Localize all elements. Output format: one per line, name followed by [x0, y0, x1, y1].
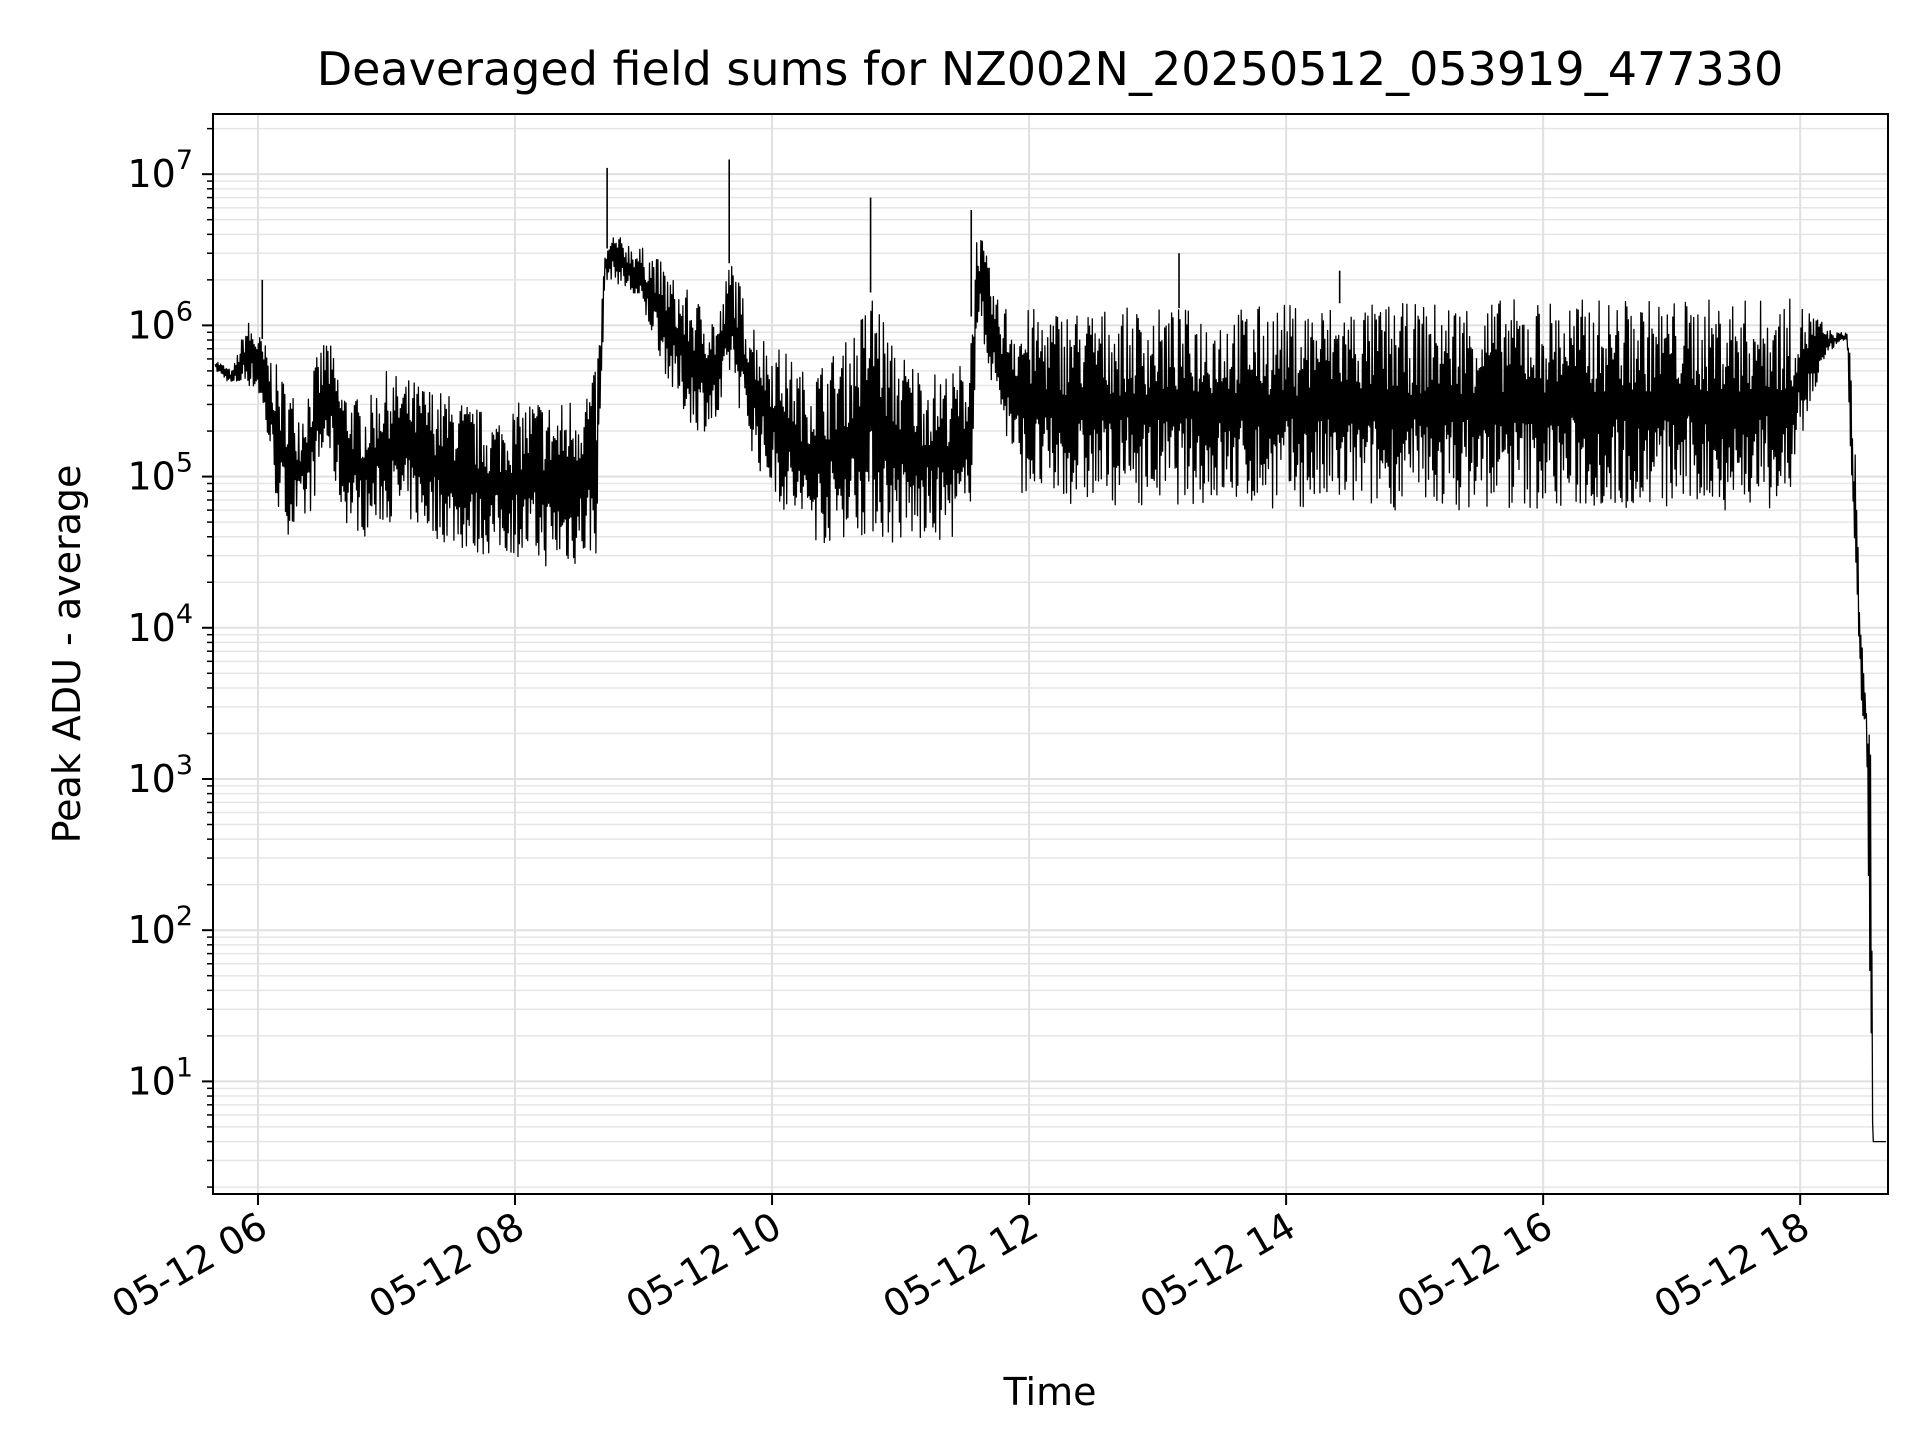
plot-frame — [212, 113, 1889, 1195]
y-tick-label: 101 — [127, 1052, 193, 1103]
y-tick-label: 107 — [127, 145, 193, 196]
y-tick-label: 106 — [127, 296, 193, 347]
x-axis-label: Time — [1003, 1370, 1097, 1414]
data-series — [214, 159, 1886, 1143]
y-axis-label: Peak ADU - average — [45, 465, 89, 844]
y-tick-label: 102 — [127, 901, 193, 952]
y-tick-label: 103 — [127, 750, 193, 801]
y-tick-label: 104 — [127, 599, 193, 650]
series-line — [214, 237, 1886, 1143]
y-tick-label: 105 — [127, 448, 193, 499]
y-axis-ticks: 101 102 103 104 105 106 107 — [127, 127, 213, 1188]
chart-title: Deaveraged field sums for NZ002N_2025051… — [317, 42, 1784, 96]
